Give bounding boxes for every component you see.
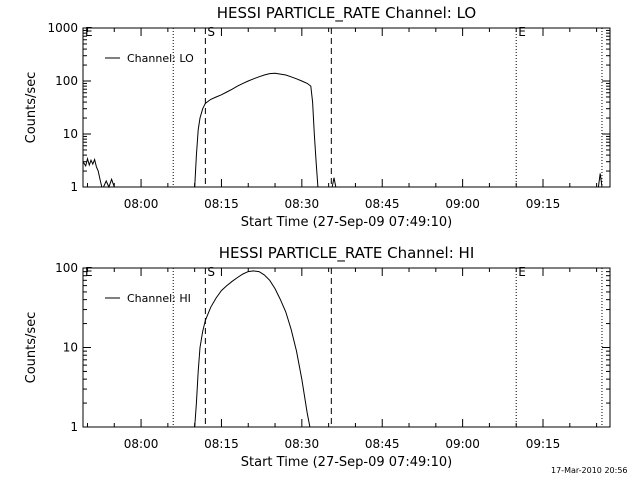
series-line (82, 72, 603, 189)
marker-label: E (85, 25, 93, 39)
marker-label: E (518, 25, 526, 39)
legend-label: Channel: HI (127, 292, 191, 305)
series-line (194, 270, 311, 428)
y-tick-label: 1000 (47, 21, 78, 35)
marker-label: S (207, 265, 215, 279)
marker-label: E (518, 265, 526, 279)
legend-label: Channel: LO (127, 52, 194, 65)
x-tick-label: 08:00 (124, 437, 159, 451)
y-tick-label: 1 (70, 180, 78, 194)
chart-title: HESSI PARTICLE_RATE Channel: LO (217, 4, 476, 23)
y-tick-label: 10 (63, 127, 78, 141)
timestamp: 17-Mar-2010 20:56 (551, 466, 628, 475)
x-tick-label: 08:45 (365, 437, 400, 451)
chart-panel-1: HESSI PARTICLE_RATE Channel: LO Start Tim… (24, 4, 611, 230)
y-tick-label: 100 (55, 261, 78, 275)
x-tick-label: 08:00 (124, 197, 159, 211)
chart-panel-2: HESSI PARTICLE_RATE Channel: HI Start Tim… (24, 244, 611, 470)
y-tick-label: 1 (70, 420, 78, 434)
x-tick-label: 08:15 (204, 197, 239, 211)
x-tick-label: 08:30 (285, 437, 320, 451)
chart-title: HESSI PARTICLE_RATE Channel: HI (219, 244, 475, 263)
x-tick-label: 09:00 (445, 437, 480, 451)
y-axis-label: Counts/sec (24, 312, 39, 384)
y-axis-label: Counts/sec (24, 72, 39, 144)
x-tick-label: 08:45 (365, 197, 400, 211)
x-tick-label: 08:30 (285, 197, 320, 211)
y-tick-label: 100 (55, 74, 78, 88)
x-tick-label: 09:15 (526, 197, 561, 211)
marker-label: S (207, 25, 215, 39)
x-axis-label: Start Time (27-Sep-09 07:49:10) (241, 455, 452, 470)
marker-label: E (85, 265, 93, 279)
x-tick-label: 09:15 (526, 437, 561, 451)
x-axis-label: Start Time (27-Sep-09 07:49:10) (241, 215, 452, 230)
x-tick-label: 08:15 (204, 437, 239, 451)
y-tick-label: 10 (63, 341, 78, 355)
x-tick-label: 09:00 (445, 197, 480, 211)
